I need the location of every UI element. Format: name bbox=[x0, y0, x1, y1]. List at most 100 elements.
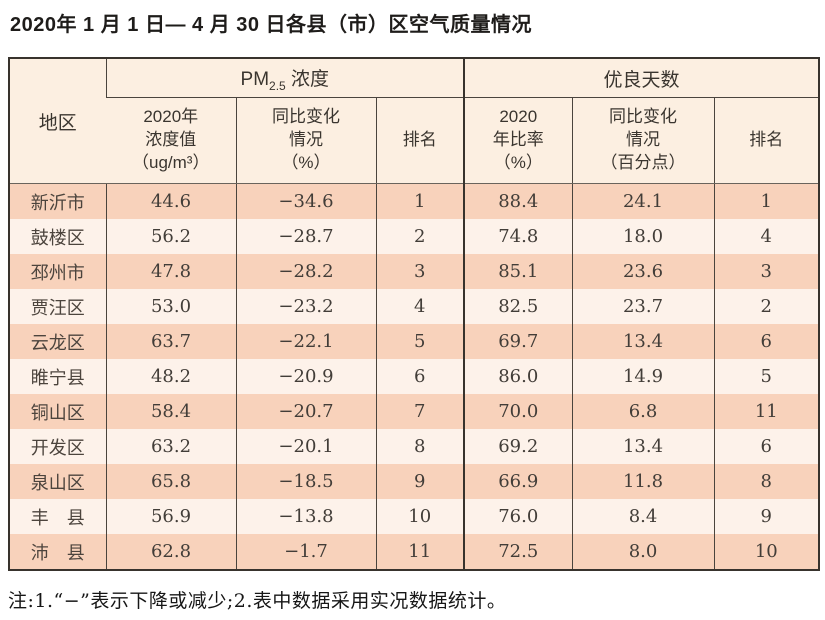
good-rank-cell: 2 bbox=[713, 289, 820, 324]
pm-change-cell: −28.2 bbox=[235, 254, 376, 289]
pm-value-cell: 63.2 bbox=[105, 429, 236, 464]
table-row: 睢宁县 48.2 −20.9 6 86.0 14.9 5 bbox=[9, 359, 820, 394]
good-change-cell: 13.4 bbox=[571, 429, 715, 464]
header-pm-group: PM2.5 浓度 bbox=[105, 58, 465, 98]
pm-rank-cell: 2 bbox=[375, 219, 465, 254]
region-cell: 泉山区 bbox=[9, 464, 106, 499]
header-good-days-group: 优良天数 bbox=[463, 58, 820, 98]
region-cell: 云龙区 bbox=[9, 324, 106, 359]
page-title: 2020年 1 月 1 日— 4 月 30 日各县（市）区空气质量情况 bbox=[10, 14, 533, 36]
good-ratio-cell: 76.0 bbox=[463, 499, 573, 534]
pm-rank-cell: 4 bbox=[375, 289, 465, 324]
table-row: 新沂市 44.6 −34.6 1 88.4 24.1 1 bbox=[9, 183, 820, 219]
good-change-cell: 14.9 bbox=[571, 359, 715, 394]
pm-rank-cell: 10 bbox=[375, 499, 465, 534]
table-row: 邳州市 47.8 −28.2 3 85.1 23.6 3 bbox=[9, 254, 820, 289]
table-row: 贾汪区 53.0 −23.2 4 82.5 23.7 2 bbox=[9, 289, 820, 324]
pm-value-cell: 58.4 bbox=[105, 394, 236, 429]
pm-value-cell: 65.8 bbox=[105, 464, 236, 499]
good-rank-cell: 4 bbox=[713, 219, 820, 254]
good-ratio-cell: 72.5 bbox=[463, 534, 573, 570]
pm-value-cell: 47.8 bbox=[105, 254, 236, 289]
good-rank-cell: 5 bbox=[713, 359, 820, 394]
region-cell: 开发区 bbox=[9, 429, 106, 464]
good-change-cell: 24.1 bbox=[571, 183, 715, 219]
good-ratio-cell: 66.9 bbox=[463, 464, 573, 499]
pm-value-cell: 62.8 bbox=[105, 534, 236, 570]
table-row: 泉山区 65.8 −18.5 9 66.9 11.8 8 bbox=[9, 464, 820, 499]
good-ratio-cell: 70.0 bbox=[463, 394, 573, 429]
good-change-cell: 18.0 bbox=[571, 219, 715, 254]
good-rank-cell: 6 bbox=[713, 429, 820, 464]
region-cell: 沛 县 bbox=[9, 534, 106, 570]
header-good-rank: 排名 bbox=[713, 97, 820, 184]
region-cell: 邳州市 bbox=[9, 254, 106, 289]
pm-label-tail: 浓度 bbox=[285, 68, 329, 90]
pm-rank-cell: 11 bbox=[375, 534, 465, 570]
pm-value-cell: 63.7 bbox=[105, 324, 236, 359]
table-header: 地区 PM2.5 浓度 优良天数 2020年 浓度值 （ug/m³） 同比变化 … bbox=[9, 58, 820, 184]
region-cell: 睢宁县 bbox=[9, 359, 106, 394]
pm-change-cell: −22.1 bbox=[235, 324, 376, 359]
table-row: 鼓楼区 56.2 −28.7 2 74.8 18.0 4 bbox=[9, 219, 820, 254]
good-ratio-cell: 85.1 bbox=[463, 254, 573, 289]
good-rank-cell: 1 bbox=[713, 183, 820, 219]
pm-change-cell: −20.1 bbox=[235, 429, 376, 464]
header-good-change: 同比变化 情况 （百分点） bbox=[571, 97, 715, 184]
good-change-cell: 8.4 bbox=[571, 499, 715, 534]
pm-change-cell: −18.5 bbox=[235, 464, 376, 499]
good-ratio-cell: 82.5 bbox=[463, 289, 573, 324]
good-change-cell: 23.6 bbox=[571, 254, 715, 289]
pm-change-cell: −20.9 bbox=[235, 359, 376, 394]
table-row: 云龙区 63.7 −22.1 5 69.7 13.4 6 bbox=[9, 324, 820, 359]
header-region: 地区 bbox=[9, 58, 106, 184]
header-pm-change: 同比变化 情况 （%） bbox=[235, 97, 376, 184]
pm-value-cell: 53.0 bbox=[105, 289, 236, 324]
good-rank-cell: 3 bbox=[713, 254, 820, 289]
good-change-cell: 13.4 bbox=[571, 324, 715, 359]
header-good-ratio: 2020 年比率 （%） bbox=[463, 97, 573, 184]
good-ratio-cell: 88.4 bbox=[463, 183, 573, 219]
good-rank-cell: 6 bbox=[713, 324, 820, 359]
header-pm-value: 2020年 浓度值 （ug/m³） bbox=[106, 97, 236, 184]
pm-value-cell: 56.9 bbox=[105, 499, 236, 534]
table-row: 沛 县 62.8 −1.7 11 72.5 8.0 10 bbox=[9, 534, 820, 570]
pm-value-cell: 56.2 bbox=[105, 219, 236, 254]
pm-label: PM bbox=[240, 68, 270, 90]
good-rank-cell: 11 bbox=[713, 394, 820, 429]
sub-header-row: 2020年 浓度值 （ug/m³） 同比变化 情况 （%） 排名 2020 年比… bbox=[9, 97, 820, 184]
pm-rank-cell: 1 bbox=[375, 183, 465, 219]
pm-change-cell: −13.8 bbox=[235, 499, 376, 534]
good-ratio-cell: 74.8 bbox=[463, 219, 573, 254]
good-ratio-cell: 69.2 bbox=[463, 429, 573, 464]
footnote: 注:1.“−”表示下降或减少;2.表中数据采用实况数据统计。 bbox=[8, 590, 507, 612]
pm-value-cell: 48.2 bbox=[105, 359, 236, 394]
region-cell: 铜山区 bbox=[9, 394, 106, 429]
pm-rank-cell: 3 bbox=[375, 254, 465, 289]
table-body: 新沂市 44.6 −34.6 1 88.4 24.1 1 鼓楼区 56.2 −2… bbox=[9, 183, 820, 570]
air-quality-table: 地区 PM2.5 浓度 优良天数 2020年 浓度值 （ug/m³） 同比变化 … bbox=[8, 57, 821, 571]
region-cell: 鼓楼区 bbox=[9, 219, 106, 254]
pm-rank-cell: 7 bbox=[375, 394, 465, 429]
table-row: 开发区 63.2 −20.1 8 69.2 13.4 6 bbox=[9, 429, 820, 464]
good-change-cell: 23.7 bbox=[571, 289, 715, 324]
pm-change-cell: −23.2 bbox=[235, 289, 376, 324]
header-pm-rank: 排名 bbox=[375, 97, 465, 184]
good-change-cell: 6.8 bbox=[571, 394, 715, 429]
good-ratio-cell: 86.0 bbox=[463, 359, 573, 394]
pm-value-cell: 44.6 bbox=[105, 183, 236, 219]
pm-rank-cell: 8 bbox=[375, 429, 465, 464]
good-rank-cell: 9 bbox=[713, 499, 820, 534]
table-row: 丰 县 56.9 −13.8 10 76.0 8.4 9 bbox=[9, 499, 820, 534]
region-cell: 新沂市 bbox=[9, 183, 106, 219]
pm-rank-cell: 5 bbox=[375, 324, 465, 359]
pm-change-cell: −28.7 bbox=[235, 219, 376, 254]
pm-subscript: 2.5 bbox=[269, 78, 286, 93]
pm-change-cell: −34.6 bbox=[235, 183, 376, 219]
pm-rank-cell: 6 bbox=[375, 359, 465, 394]
region-cell: 丰 县 bbox=[9, 499, 106, 534]
table-row: 铜山区 58.4 −20.7 7 70.0 6.8 11 bbox=[9, 394, 820, 429]
group-header-row: 地区 PM2.5 浓度 优良天数 bbox=[9, 58, 820, 184]
good-ratio-cell: 69.7 bbox=[463, 324, 573, 359]
good-rank-cell: 10 bbox=[713, 534, 820, 570]
